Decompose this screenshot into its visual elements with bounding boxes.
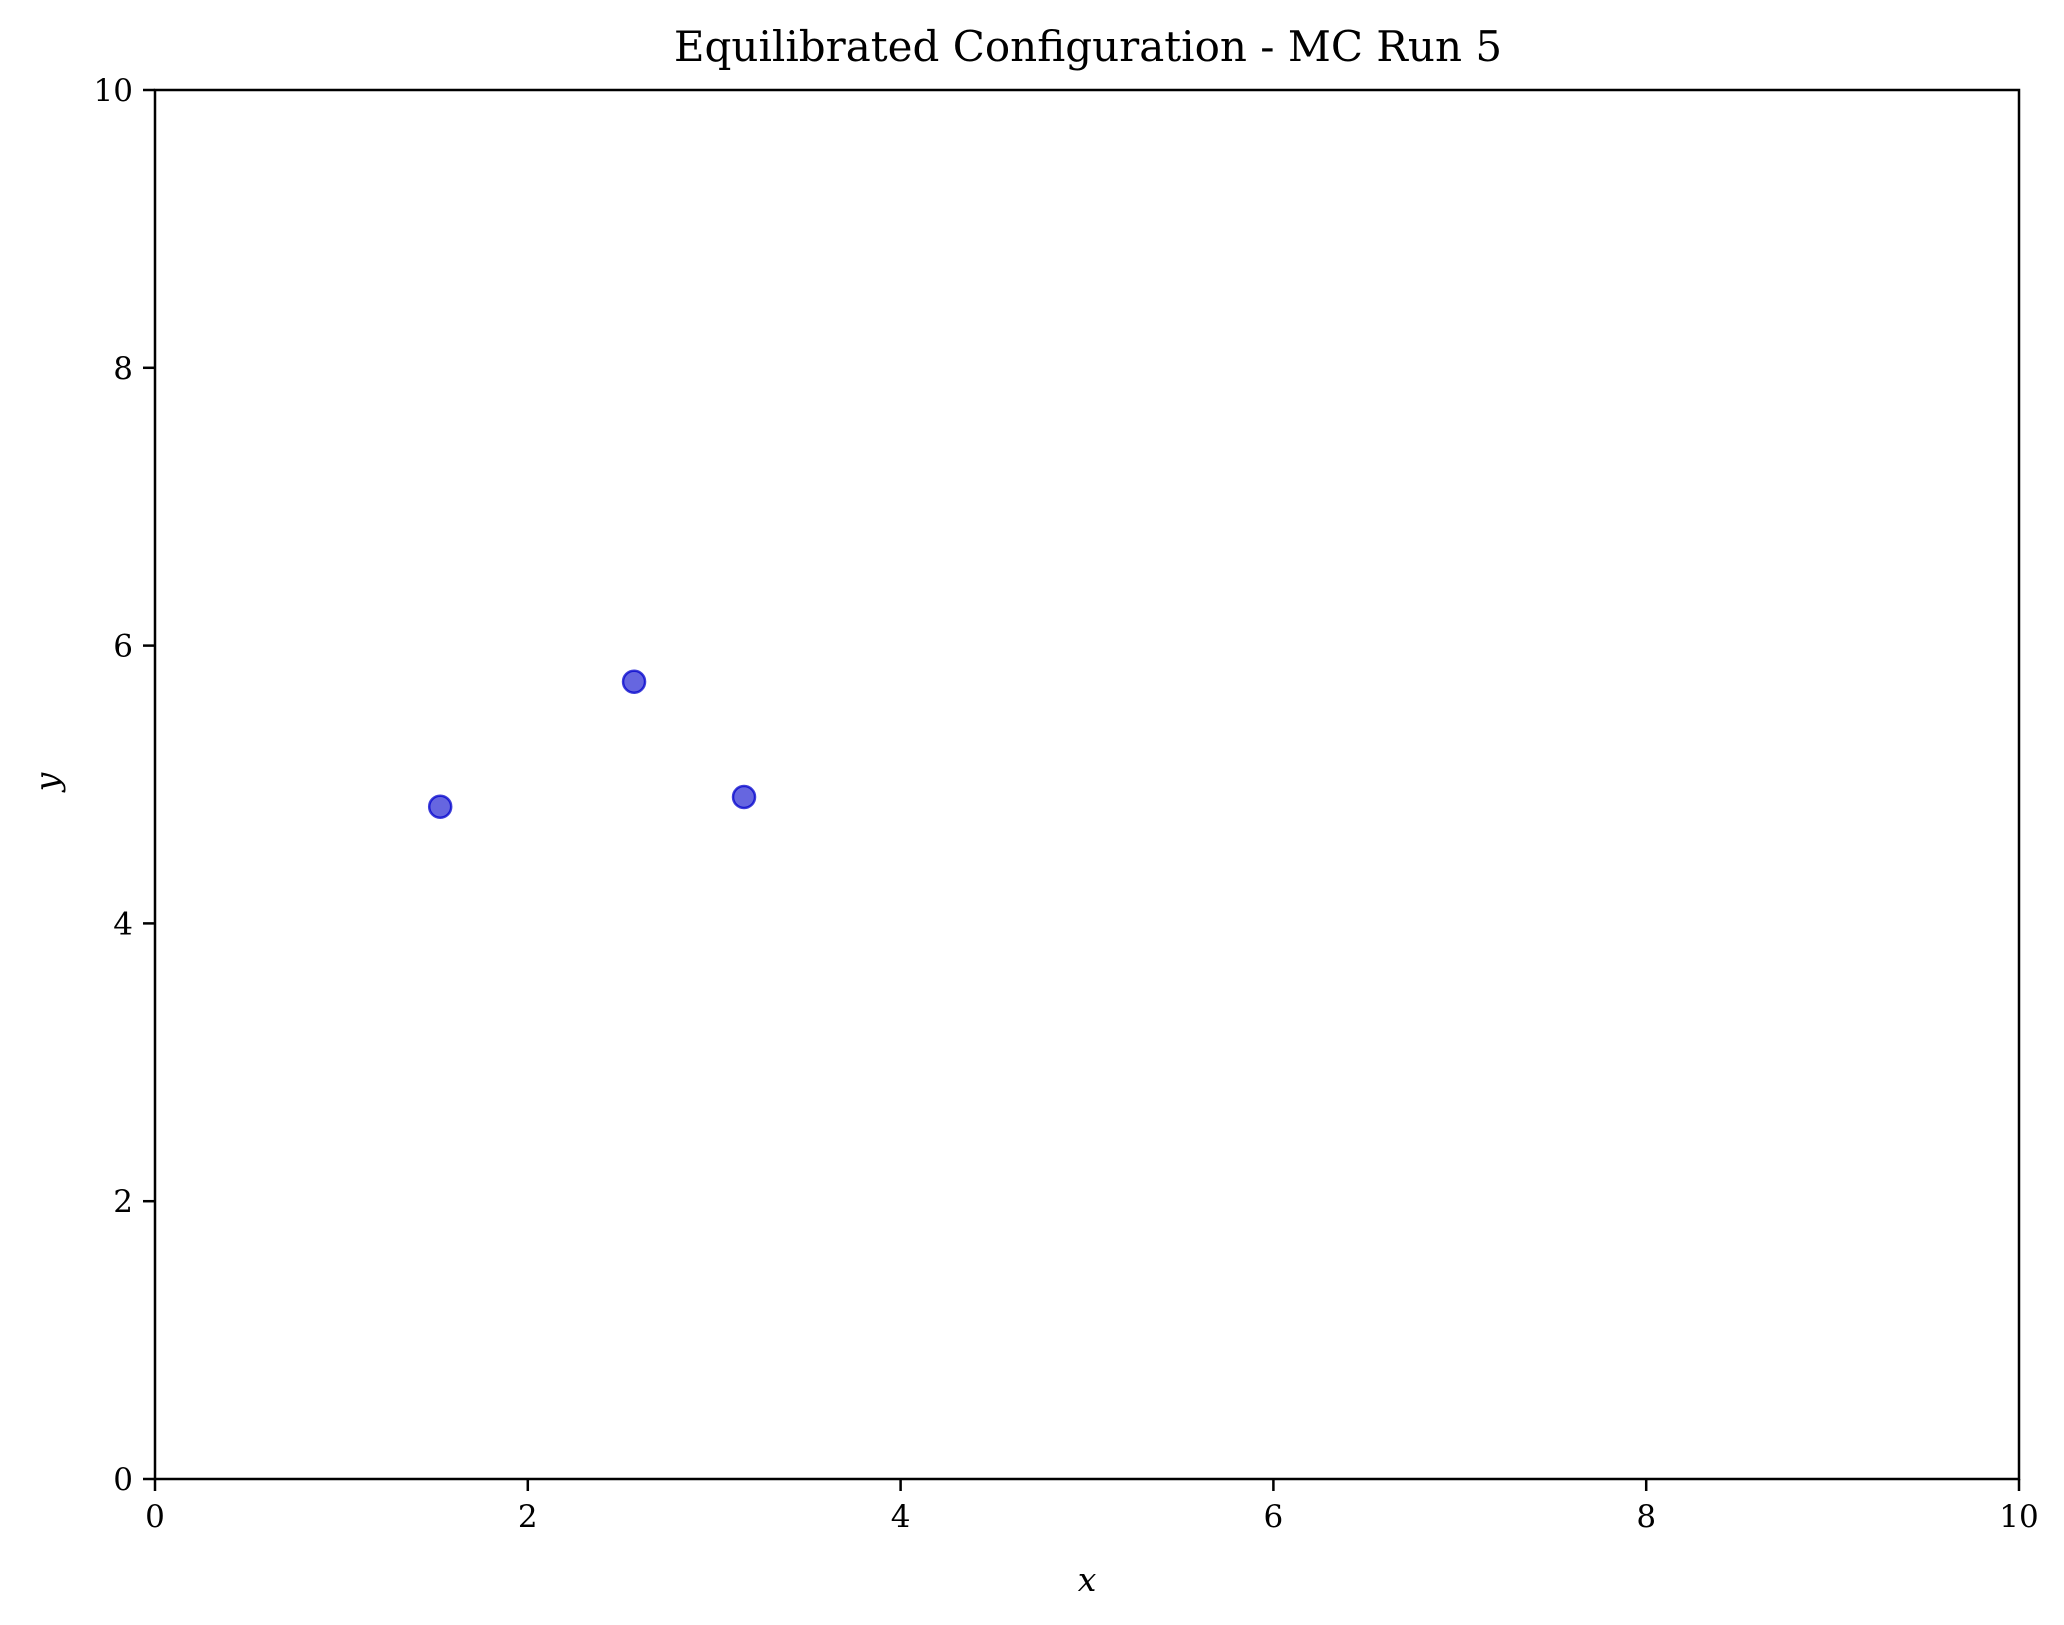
y-tick-label: 6 — [113, 629, 133, 665]
y-tick-label: 0 — [113, 1462, 133, 1498]
plot-frame — [153, 88, 2021, 1481]
chart-title: Equilibrated Configuration - MC Run 5 — [674, 22, 1502, 71]
x-axis-label: x — [1078, 1560, 1097, 1599]
y-tick-label: 8 — [113, 351, 133, 387]
y-tick-label: 2 — [113, 1184, 133, 1220]
y-tick-label: 10 — [94, 73, 133, 109]
x-tick-label: 6 — [1264, 1499, 1284, 1535]
x-axis-ticks: 0 2 4 6 8 10 — [145, 1479, 2039, 1535]
x-tick-label: 10 — [1999, 1499, 2038, 1535]
x-tick-label: 4 — [891, 1499, 911, 1535]
plot-area: 0 2 4 6 8 10 0 2 4 6 8 10 — [94, 73, 2039, 1535]
x-tick-label: 2 — [518, 1499, 538, 1535]
scatter-point — [621, 669, 647, 694]
y-axis-label: y — [27, 772, 66, 793]
data-points — [427, 669, 757, 819]
scatter-point — [731, 784, 757, 810]
x-tick-label: 8 — [1636, 1499, 1656, 1535]
y-axis-ticks: 0 2 4 6 8 10 — [94, 73, 155, 1498]
y-tick-label: 4 — [113, 906, 133, 942]
scatter-point — [427, 794, 453, 819]
x-tick-label: 0 — [145, 1499, 165, 1535]
